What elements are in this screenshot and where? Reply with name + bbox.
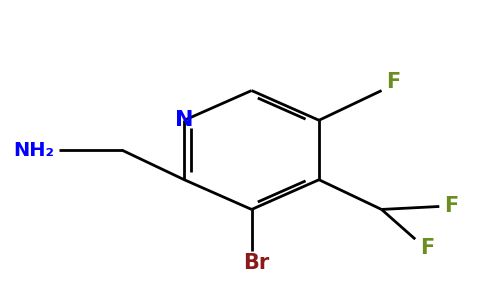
Text: F: F [386, 72, 401, 92]
Text: Br: Br [243, 253, 270, 273]
Text: F: F [444, 196, 458, 217]
Text: N: N [175, 110, 194, 130]
Text: F: F [420, 238, 434, 258]
Text: NH₂: NH₂ [14, 140, 54, 160]
